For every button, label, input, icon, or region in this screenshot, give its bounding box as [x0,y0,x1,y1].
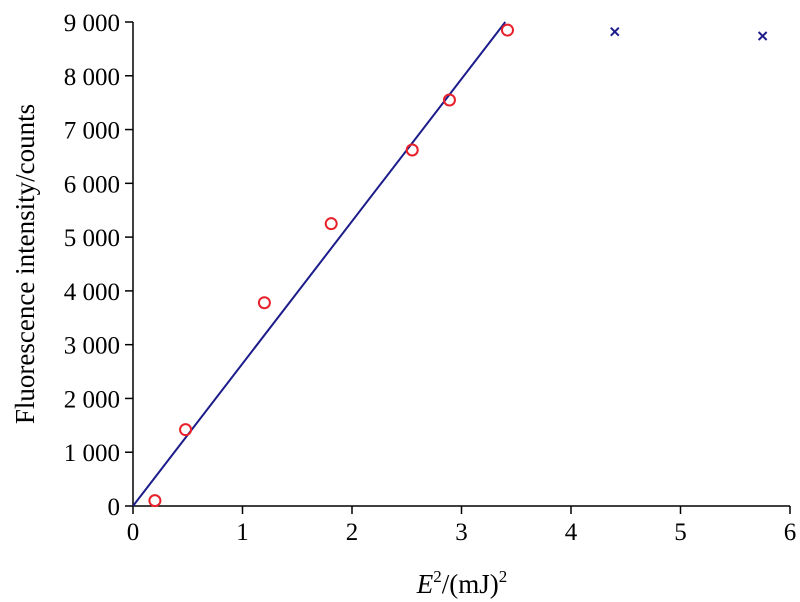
x-tick-label: 2 [346,519,359,546]
x-tick-label: 3 [455,519,468,546]
data-points [148,23,768,508]
x-tick-label: 4 [565,519,578,546]
y-tick-label: 2 000 [64,386,120,413]
x-tick-label: 5 [674,519,687,546]
x-axis-label-unit-sup: 2 [499,567,508,586]
x-axis-label-variable-sup: 2 [433,567,442,586]
x-tick-label: 0 [127,519,140,546]
x-axis-ticks: 0 1 2 3 4 5 6 [127,506,797,546]
y-tick-label: 0 [108,494,121,521]
fit-line-layer [132,21,507,507]
x-axis-label-variable: E [416,569,434,599]
y-tick-label: 5 000 [64,225,120,252]
circle-point [405,143,419,157]
y-tick-label: 4 000 [64,279,120,306]
y-tick-label: 3 000 [64,333,120,360]
x-tick-label: 1 [236,519,249,546]
y-tick-label: 1 000 [64,440,120,467]
circle-point [179,423,193,437]
y-tick-label: 6 000 [64,171,120,198]
cross-point [610,26,620,37]
circle-point [257,296,271,310]
y-axis-label: Fluorescence intensity/counts [10,104,40,424]
fit-line [132,21,507,507]
x-axis-label-unit: /(mJ) [442,569,499,599]
circle-point [148,494,162,508]
x-axis-label: E2/(mJ)2 [416,567,508,599]
circle-point [324,217,338,231]
y-tick-label: 9 000 [64,10,120,37]
y-tick-label: 8 000 [64,64,120,91]
plot-area: 0 1 2 3 4 5 6 0 1 000 2 000 3 000 4 000 5 000 6 000 7… [64,10,797,546]
circle-point [442,93,456,107]
y-tick-label: 7 000 [64,118,120,145]
y-axis-ticks: 0 1 000 2 000 3 000 4 000 5 000 6 000 7 000 8 00… [64,10,133,521]
cross-point [757,31,768,41]
circle-point [500,23,514,37]
x-tick-label: 6 [784,519,797,546]
